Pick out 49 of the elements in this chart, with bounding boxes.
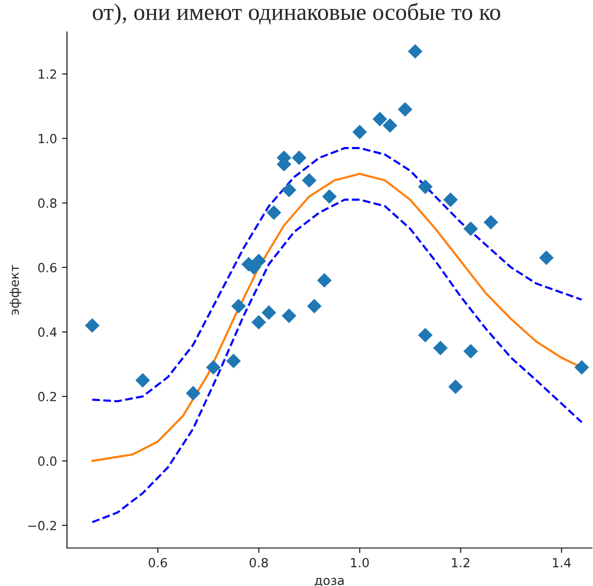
y-tick-label: 0.2 <box>38 392 56 402</box>
point <box>484 214 498 230</box>
y-tick-label: 1.2 <box>38 69 56 79</box>
y-tick-label: 0.4 <box>38 327 57 337</box>
point <box>433 340 448 356</box>
y-tick-label: 0.0 <box>38 456 56 466</box>
point <box>317 273 332 288</box>
point <box>231 298 246 314</box>
x-tick-label: 1.0 <box>351 558 369 568</box>
x-tick-label: 0.6 <box>148 558 167 568</box>
point <box>226 354 241 368</box>
point <box>186 386 200 400</box>
point <box>206 360 221 375</box>
y-tick-label: 0.6 <box>38 262 56 272</box>
point <box>574 360 590 375</box>
point <box>251 254 266 268</box>
point <box>282 308 296 324</box>
point <box>84 318 100 333</box>
point <box>398 102 412 117</box>
point <box>352 124 367 140</box>
text: от), они имеют одинаковые особые то ко <box>92 2 500 25</box>
point <box>262 305 276 320</box>
point <box>382 118 398 133</box>
point <box>448 379 463 394</box>
line-series <box>91 198 583 524</box>
point <box>539 250 554 266</box>
point <box>251 314 266 330</box>
point <box>282 182 296 198</box>
x-tick-label: 1.2 <box>452 558 470 568</box>
y-axis-title: эффект <box>10 264 22 315</box>
point <box>322 189 337 204</box>
point <box>292 150 306 166</box>
point <box>418 328 433 342</box>
point <box>408 44 422 59</box>
point <box>443 192 458 207</box>
point <box>266 205 282 220</box>
x-tick-label: 1.4 <box>552 558 571 568</box>
point <box>463 344 478 359</box>
point <box>306 298 322 314</box>
point <box>135 373 150 388</box>
point <box>372 112 388 126</box>
y-tick-label: 1.0 <box>38 134 56 144</box>
y-tick-label: −0.2 <box>28 520 56 530</box>
point <box>302 173 317 188</box>
point <box>463 221 478 236</box>
point <box>418 180 433 194</box>
line-series <box>91 147 583 402</box>
x-tick-label: 0.8 <box>250 558 268 568</box>
y-tick-label: 0.8 <box>38 198 56 208</box>
